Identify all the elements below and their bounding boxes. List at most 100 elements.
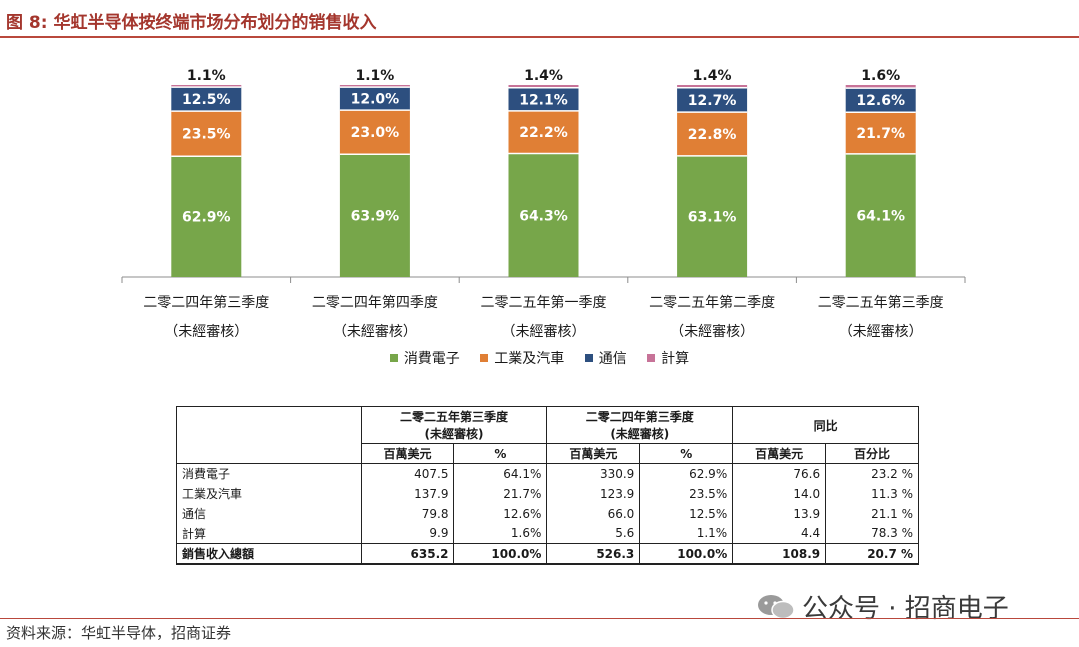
bar-segment-consumer: [845, 153, 916, 277]
data-label-comms: 12.1%: [519, 92, 568, 108]
bar-segment-computing: [508, 85, 579, 88]
bar-segment-comms: [508, 87, 579, 111]
col-group-line1: 二零二五年第三季度: [399, 410, 508, 424]
legend-item-industrial: 工業及汽車: [480, 348, 564, 368]
table-cell: 330.9: [546, 463, 641, 484]
data-label-industrial: 22.2%: [519, 125, 568, 141]
x-tick-sublabel: （未經審核）: [839, 324, 923, 340]
watermark: 公众号 · 招商电子: [756, 588, 1009, 625]
bar-segment-industrial: [845, 112, 916, 154]
table-row: 消費電子 407.5 64.1% 330.9 62.9% 76.6 23.2 %: [176, 463, 919, 484]
stacked-bar-chart: 62.9% 23.5% 12.5% 1.1% 二零二四年第三季度 （未經審核） 63.9% 2…: [121, 68, 966, 340]
title-rule: [0, 36, 1079, 38]
bar-segment-consumer: [508, 153, 579, 277]
wechat-icon: [758, 594, 795, 619]
col-group-line2: (未經審核): [424, 427, 484, 441]
bar-segment-computing: [845, 85, 916, 89]
total-cell: 108.9: [732, 543, 827, 565]
x-tick-sublabel: （未經審核）: [333, 324, 417, 340]
table-cell: 76.6: [732, 463, 827, 484]
legend-item-consumer: 消費電子: [389, 348, 460, 368]
bar-segment-industrial: [677, 112, 748, 156]
table-cell: 21.1 %: [825, 503, 919, 524]
data-label-computing: 1.4%: [693, 68, 732, 84]
data-label-comms: 12.7%: [688, 93, 737, 109]
table-cell: 23.2 %: [825, 463, 919, 484]
table-cell: 78.3 %: [825, 523, 919, 544]
bar-segment-consumer: [171, 156, 242, 277]
table-cell: 137.9: [360, 483, 455, 504]
row-label: 通信: [176, 503, 362, 524]
table-cell: 13.9: [732, 503, 827, 524]
table-cell: 23.5%: [639, 483, 734, 504]
table-cell: 123.9: [546, 483, 641, 504]
bar-segment-comms: [339, 87, 410, 111]
x-tick-sublabel: （未經審核）: [670, 324, 754, 340]
bar-segment-comms: [171, 87, 242, 112]
data-label-consumer: 63.1%: [688, 209, 737, 225]
x-tick-label: 二零二四年第三季度: [143, 294, 269, 311]
bar-segment-consumer: [339, 154, 410, 277]
sub-header: 百萬美元: [546, 443, 641, 464]
x-tick-label: 二零二五年第三季度: [818, 294, 944, 311]
data-label-computing: 1.6%: [861, 68, 900, 84]
data-label-industrial: 23.0%: [351, 125, 400, 141]
revenue-table: 二零二五年第三季度 (未經審核) 二零二四年第三季度 (未經審核) 同比 百萬美…: [176, 406, 919, 565]
legend-swatch-comms: [584, 354, 593, 362]
total-cell: 635.2: [360, 543, 455, 565]
x-tick-label: 二零二五年第一季度: [481, 294, 607, 311]
legend-item-comms: 通信: [584, 348, 627, 368]
data-label-industrial: 22.8%: [688, 127, 737, 143]
col-group-line2: (未經審核): [610, 427, 670, 441]
watermark-text: 公众号 · 招商电子: [802, 594, 1009, 624]
table-cell: 66.0: [546, 503, 641, 524]
bar-segment-industrial: [508, 110, 579, 154]
sub-header: %: [453, 443, 548, 464]
data-label-industrial: 23.5%: [182, 127, 231, 143]
data-label-computing: 1.4%: [524, 68, 563, 84]
table-row: 通信 79.8 12.6% 66.0 12.5% 13.9 21.1 %: [176, 503, 919, 524]
x-tick-label: 二零二五年第二季度: [649, 294, 775, 311]
data-label-industrial: 21.7%: [856, 126, 905, 142]
total-cell: 526.3: [546, 543, 641, 565]
table-cell: 5.6: [546, 523, 641, 544]
row-label: 消費電子: [176, 463, 362, 484]
table-corner-cell: [176, 406, 362, 464]
bar-segment-consumer: [677, 155, 748, 277]
row-label: 計算: [176, 523, 362, 544]
total-cell: 100.0%: [639, 543, 734, 565]
table-cell: 11.3 %: [825, 483, 919, 504]
table-cell: 62.9%: [639, 463, 734, 484]
table-cell: 9.9: [360, 523, 455, 544]
total-cell: 100.0%: [453, 543, 548, 565]
table-cell: 12.6%: [453, 503, 548, 524]
col-group-line1: 同比: [813, 418, 838, 433]
data-label-consumer: 62.9%: [182, 210, 231, 226]
sub-header: 百萬美元: [732, 443, 827, 464]
bar-segment-comms: [845, 88, 916, 113]
bottom-rule: [0, 618, 1079, 619]
legend-swatch-computing: [647, 354, 656, 362]
table-cell: 21.7%: [453, 483, 548, 504]
legend-label-industrial: 工業及汽車: [494, 351, 565, 367]
total-cell: 20.7 %: [825, 543, 919, 565]
data-label-comms: 12.6%: [856, 93, 905, 109]
sub-header: %: [639, 443, 734, 464]
table-cell: 79.8: [360, 503, 455, 524]
col-group-line1: 二零二四年第三季度: [585, 410, 694, 424]
sub-header: 百萬美元: [360, 443, 455, 464]
source-note: 资料来源：华虹半导体，招商证券: [6, 624, 232, 642]
data-label-consumer: 64.3%: [519, 208, 568, 224]
table-row: 工業及汽車 137.9 21.7% 123.9 23.5% 14.0 11.3 …: [176, 483, 919, 504]
bar-segment-industrial: [171, 111, 242, 157]
table-cell: 1.6%: [453, 523, 548, 544]
table-cell: 14.0: [732, 483, 827, 504]
legend-item-computing: 計算: [647, 348, 689, 368]
x-tick-label: 二零二四年第四季度: [312, 294, 438, 311]
legend-swatch-industrial: [480, 354, 489, 362]
figure-title: 图 8: 华虹半导体按终端市场分布划分的销售收入: [6, 13, 377, 33]
data-label-computing: 1.1%: [187, 68, 226, 84]
table-cell: 64.1%: [453, 463, 548, 484]
col-group-header: 二零二五年第三季度 (未經審核): [360, 406, 548, 444]
col-group-header: 二零二四年第三季度 (未經審核): [546, 406, 734, 444]
